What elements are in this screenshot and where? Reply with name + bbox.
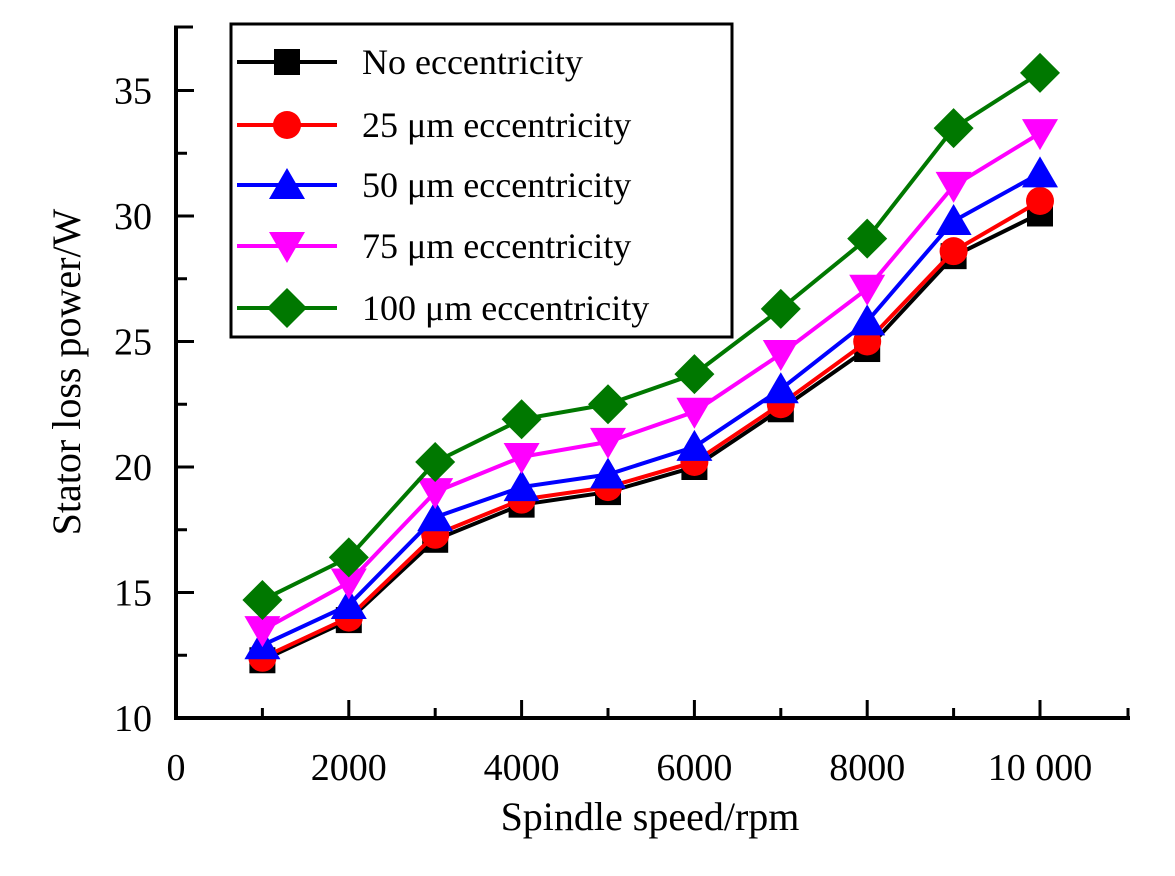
data-point <box>674 354 715 395</box>
axes-layer <box>174 25 1130 720</box>
legend-items: No eccentricity 25 μm eccentricity 50 μm e… <box>237 42 649 328</box>
data-point <box>935 204 972 236</box>
x-tick-label: 4000 <box>484 747 560 789</box>
data-point <box>501 399 542 440</box>
data-point <box>330 568 367 600</box>
x-tick-label: 2000 <box>311 747 387 789</box>
data-point <box>762 372 799 404</box>
series-line <box>261 171 1041 648</box>
legend-marker <box>267 288 307 328</box>
y-tick-label: 10 <box>114 698 152 740</box>
data-point <box>328 537 369 578</box>
y-tick-label: 20 <box>114 447 152 489</box>
legend-item: 75 μm eccentricity <box>237 226 631 266</box>
data-point <box>676 397 713 429</box>
data-point <box>1020 52 1060 93</box>
series-line <box>261 199 1042 660</box>
series-2 <box>244 156 1058 660</box>
data-point <box>939 237 968 266</box>
data-point <box>1026 186 1054 215</box>
x-tick-label: 6000 <box>656 747 732 789</box>
data-point <box>1022 156 1058 188</box>
legend-marker <box>274 49 300 75</box>
data-point <box>590 457 626 489</box>
data-point <box>503 470 540 502</box>
legend-marker <box>269 232 305 263</box>
data-point <box>417 478 454 510</box>
legend-label: 75 μm eccentricity <box>362 226 631 266</box>
y-tick-label: 30 <box>114 196 152 238</box>
data-point <box>676 429 713 461</box>
data-point <box>935 171 972 203</box>
legend-item: No eccentricity <box>237 42 583 82</box>
data-point <box>242 580 283 621</box>
data-point <box>588 384 628 425</box>
data-point <box>760 288 801 329</box>
y-axis-title: Stator loss power/W <box>44 208 89 535</box>
series-4 <box>242 52 1060 621</box>
series-3 <box>244 119 1058 648</box>
data-point <box>590 427 626 459</box>
legend-label: 100 μm eccentricity <box>362 288 649 328</box>
y-tick-label: 35 <box>114 71 152 113</box>
y-tick-label: 25 <box>114 322 152 364</box>
x-tick-label: 8000 <box>829 747 905 789</box>
data-point <box>849 274 886 306</box>
ticks-layer: 10 15 20 25 30 35 0 2000 4000 6000 8000 10 000 <box>114 71 1092 790</box>
legend-marker <box>269 168 305 199</box>
series-line <box>261 131 1042 632</box>
x-axis-title: Spindle speed/rpm <box>501 794 800 839</box>
series-line <box>261 211 1041 663</box>
y-tick-label: 15 <box>114 573 152 615</box>
data-point <box>415 441 456 482</box>
data-point <box>330 588 367 620</box>
legend-label: No eccentricity <box>362 42 583 82</box>
legend-marker <box>273 111 301 139</box>
x-tick-label: 10 000 <box>988 747 1093 789</box>
legend-item: 25 μm eccentricity <box>237 105 631 145</box>
legend-item: 100 μm eccentricity <box>237 288 649 328</box>
data-point <box>417 500 454 532</box>
data-point <box>1022 119 1058 151</box>
legend-item: 50 μm eccentricity <box>237 165 631 205</box>
series-line <box>261 71 1042 602</box>
legend-label: 25 μm eccentricity <box>362 105 631 145</box>
data-point <box>933 108 974 149</box>
data-point <box>503 442 540 474</box>
data-point <box>762 340 799 372</box>
data-point <box>244 616 281 648</box>
data-point <box>847 218 888 259</box>
series-layer <box>242 52 1060 674</box>
legend: No eccentricity 25 μm eccentricity 50 μm e… <box>229 22 734 339</box>
legend-box <box>229 22 734 339</box>
data-point <box>849 304 886 336</box>
x-tick-label: 0 <box>167 747 186 789</box>
legend-label: 50 μm eccentricity <box>362 165 631 205</box>
